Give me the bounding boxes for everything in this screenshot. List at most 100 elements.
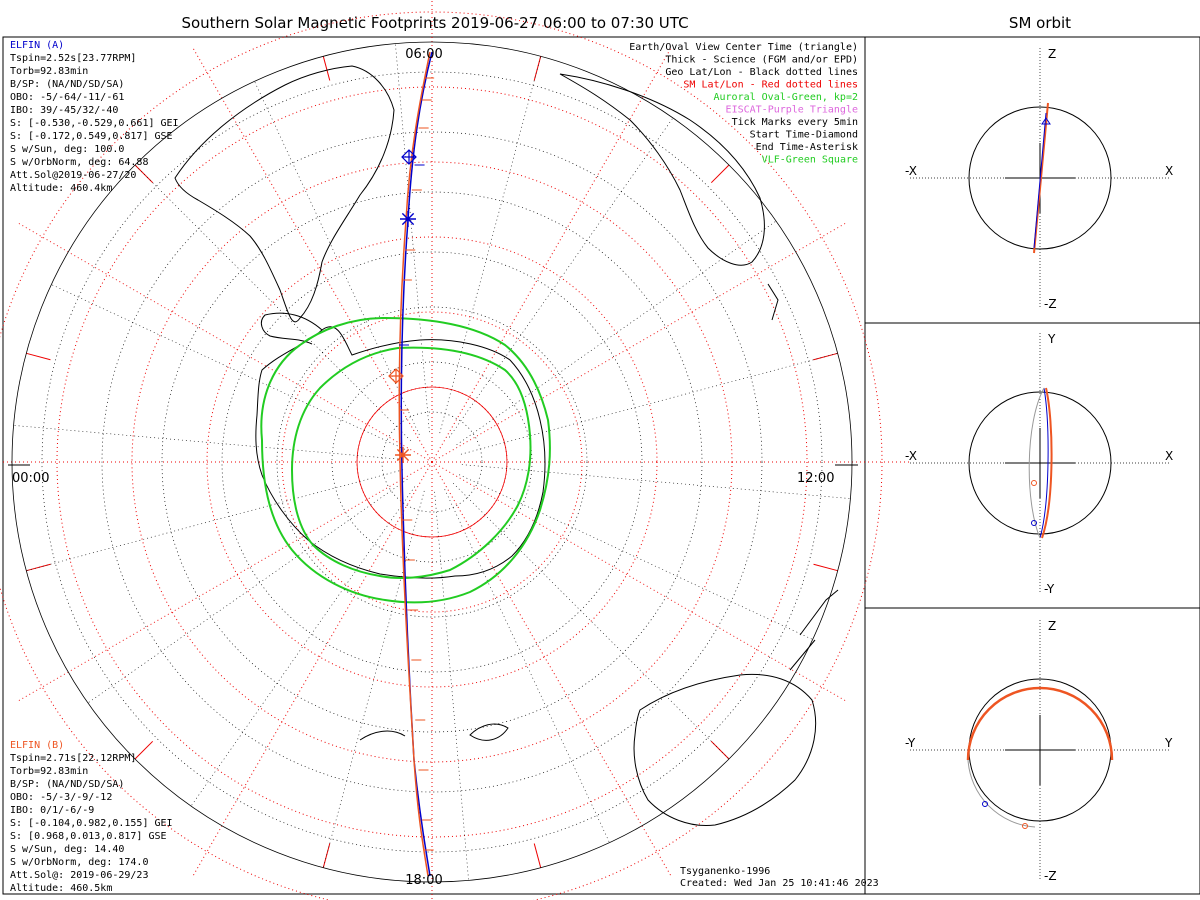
sm-orbit-panel: Z -Z -X X <box>905 47 1173 311</box>
sm-edge-tick <box>322 843 331 868</box>
orbit-trace-gray <box>967 759 1036 828</box>
sm-lon-line <box>16 221 433 463</box>
sat-info-line: S: [-0.530,-0.529,0.661] GEI <box>10 118 179 129</box>
auroral-oval <box>260 316 551 604</box>
sat-info-line: B/SP: (NA/ND/SD/SA) <box>10 79 124 90</box>
coastlines <box>174 65 839 827</box>
elfin-b-info: ELFIN (B) Tspin=2.71s[22.12RPM] Torb=92.83… <box>10 740 173 894</box>
sm-edge-tick <box>813 352 838 361</box>
orbit-trace-a <box>1039 387 1049 539</box>
elfin-b-track <box>398 51 431 877</box>
sm-lat-circle <box>281 311 583 613</box>
sm-grid <box>0 0 912 900</box>
sumatra-coast <box>359 730 406 741</box>
panel-label-right: Y <box>1164 736 1173 750</box>
indonesia-coast <box>469 723 509 741</box>
antarctic-peninsula <box>260 312 323 345</box>
geo-lat-circle <box>161 191 703 733</box>
orbit-trace-gray <box>1028 387 1045 539</box>
elfin-a-start-diamond <box>401 149 417 165</box>
sat-info-line: Altitude: 460.5km <box>10 883 112 894</box>
elfin-a-track <box>400 51 433 877</box>
time-label-bottom: 18:00 <box>405 873 442 888</box>
geo-lon-line <box>459 474 813 640</box>
sat-info-line: Tspin=2.52s[23.77RPM] <box>10 53 136 64</box>
geo-lat-circle <box>101 131 763 793</box>
sat-name: ELFIN (B) <box>10 740 64 751</box>
legend-item: Start Time-Diamond <box>750 130 858 141</box>
panel-label-right: X <box>1165 449 1173 463</box>
legend-item: EISCAT-Purple Triangle <box>726 105 858 116</box>
sat-info-line: S w/Sun, deg: 100.0 <box>10 144 124 155</box>
track-markers <box>388 77 435 851</box>
sm-edge-tick <box>26 352 51 361</box>
geo-grid <box>8 41 858 883</box>
sm-orbit-panel: Z -Z -Y Y <box>905 619 1173 883</box>
sat-info-line: Att.Sol@: 2019-06-29/23 <box>10 870 148 881</box>
geo-lon-line <box>87 478 408 704</box>
geo-lat-circle <box>331 361 533 563</box>
sat-info-line: S: [-0.172,0.549,0.817] GSE <box>10 131 173 142</box>
sm-lon-line <box>16 461 433 703</box>
geo-lon-line <box>434 491 469 881</box>
sm-lon-line <box>191 461 433 878</box>
panel-label-bottom: -Z <box>1044 297 1057 311</box>
sm-edge-tick <box>134 740 154 760</box>
sm-edge-tick <box>533 843 542 868</box>
sm-lat-circle <box>56 86 808 838</box>
antarctica-coast <box>255 326 546 579</box>
sm-edge-tick <box>813 563 838 572</box>
south-america-coast <box>174 65 395 323</box>
panel-label-left: -X <box>905 164 917 178</box>
sat-info-line: IBO: 39/-45/32/-40 <box>10 105 118 116</box>
africa-coast <box>559 73 765 266</box>
orbit-trace-a <box>1033 112 1047 249</box>
sm-edge-tick <box>26 563 51 572</box>
legend: Earth/Oval View Center Time (triangle) Th… <box>629 42 858 166</box>
sm-edge-tick <box>710 164 730 184</box>
geo-lon-line <box>190 486 416 807</box>
legend-item: Earth/Oval View Center Time (triangle) <box>629 42 858 53</box>
sat-info-line: Torb=92.83min <box>10 66 88 77</box>
model-label: Tsyganenko-1996 <box>680 866 770 877</box>
orbit-triangle-a <box>1041 117 1051 125</box>
sm-lon-line <box>431 461 673 878</box>
sm-lat-circle <box>0 11 883 900</box>
orbit-diamond-b <box>1022 823 1028 829</box>
created-label: Created: Wed Jan 25 10:41:46 2023 <box>680 878 879 889</box>
panel-label-left: -Y <box>905 736 916 750</box>
orbit-diamond-a <box>1031 520 1037 526</box>
sat-info-line: S: [-0.104,0.982,0.155] GEI <box>10 818 173 829</box>
sat-info-line: Torb=92.83min <box>10 766 88 777</box>
geo-lon-line <box>460 353 838 455</box>
geo-lon-line <box>51 284 405 450</box>
elfin-b-start-diamond <box>388 368 404 384</box>
sat-name: ELFIN (A) <box>10 40 64 51</box>
sm-orbit-panels: Z -Z -X X Y -Y -X X Z -Z -Y Y <box>905 47 1173 883</box>
sm-inner-circle <box>356 386 508 538</box>
orbit-diamond-a <box>982 801 988 807</box>
sm-edge-tick <box>322 56 331 81</box>
map-boundary-circle <box>11 41 853 883</box>
geo-lon-line <box>439 56 541 434</box>
sat-info-line: S w/OrbNorm, deg: 64.88 <box>10 157 148 168</box>
geo-lon-line <box>444 489 610 843</box>
sm-orbit-panel: Y -Y -X X <box>905 332 1173 596</box>
legend-item: Thick - Science (FGM and/or EPD) <box>665 55 858 66</box>
side-panel-frame <box>864 36 1200 895</box>
panel-label-right: X <box>1165 164 1173 178</box>
sat-info-line: S w/Sun, deg: 14.40 <box>10 844 124 855</box>
legend-item: Geo Lat/Lon - Black dotted lines <box>665 67 858 78</box>
geo-lat-circle <box>381 411 483 513</box>
time-label-top: 06:00 <box>405 47 442 62</box>
sat-info-line: S w/OrbNorm, deg: 174.0 <box>10 857 148 868</box>
sm-lon-line <box>191 46 433 463</box>
sm-lon-line <box>431 221 848 463</box>
sm-edge-tick <box>134 164 154 184</box>
elfin-a-end-asterisk <box>400 211 416 227</box>
panel-label-top: Z <box>1048 47 1056 61</box>
new-zealand-coast <box>789 589 839 671</box>
orbit-diamond-b <box>1031 480 1037 486</box>
orbit-trace-b <box>1041 387 1053 539</box>
sm-lon-line <box>431 461 848 703</box>
